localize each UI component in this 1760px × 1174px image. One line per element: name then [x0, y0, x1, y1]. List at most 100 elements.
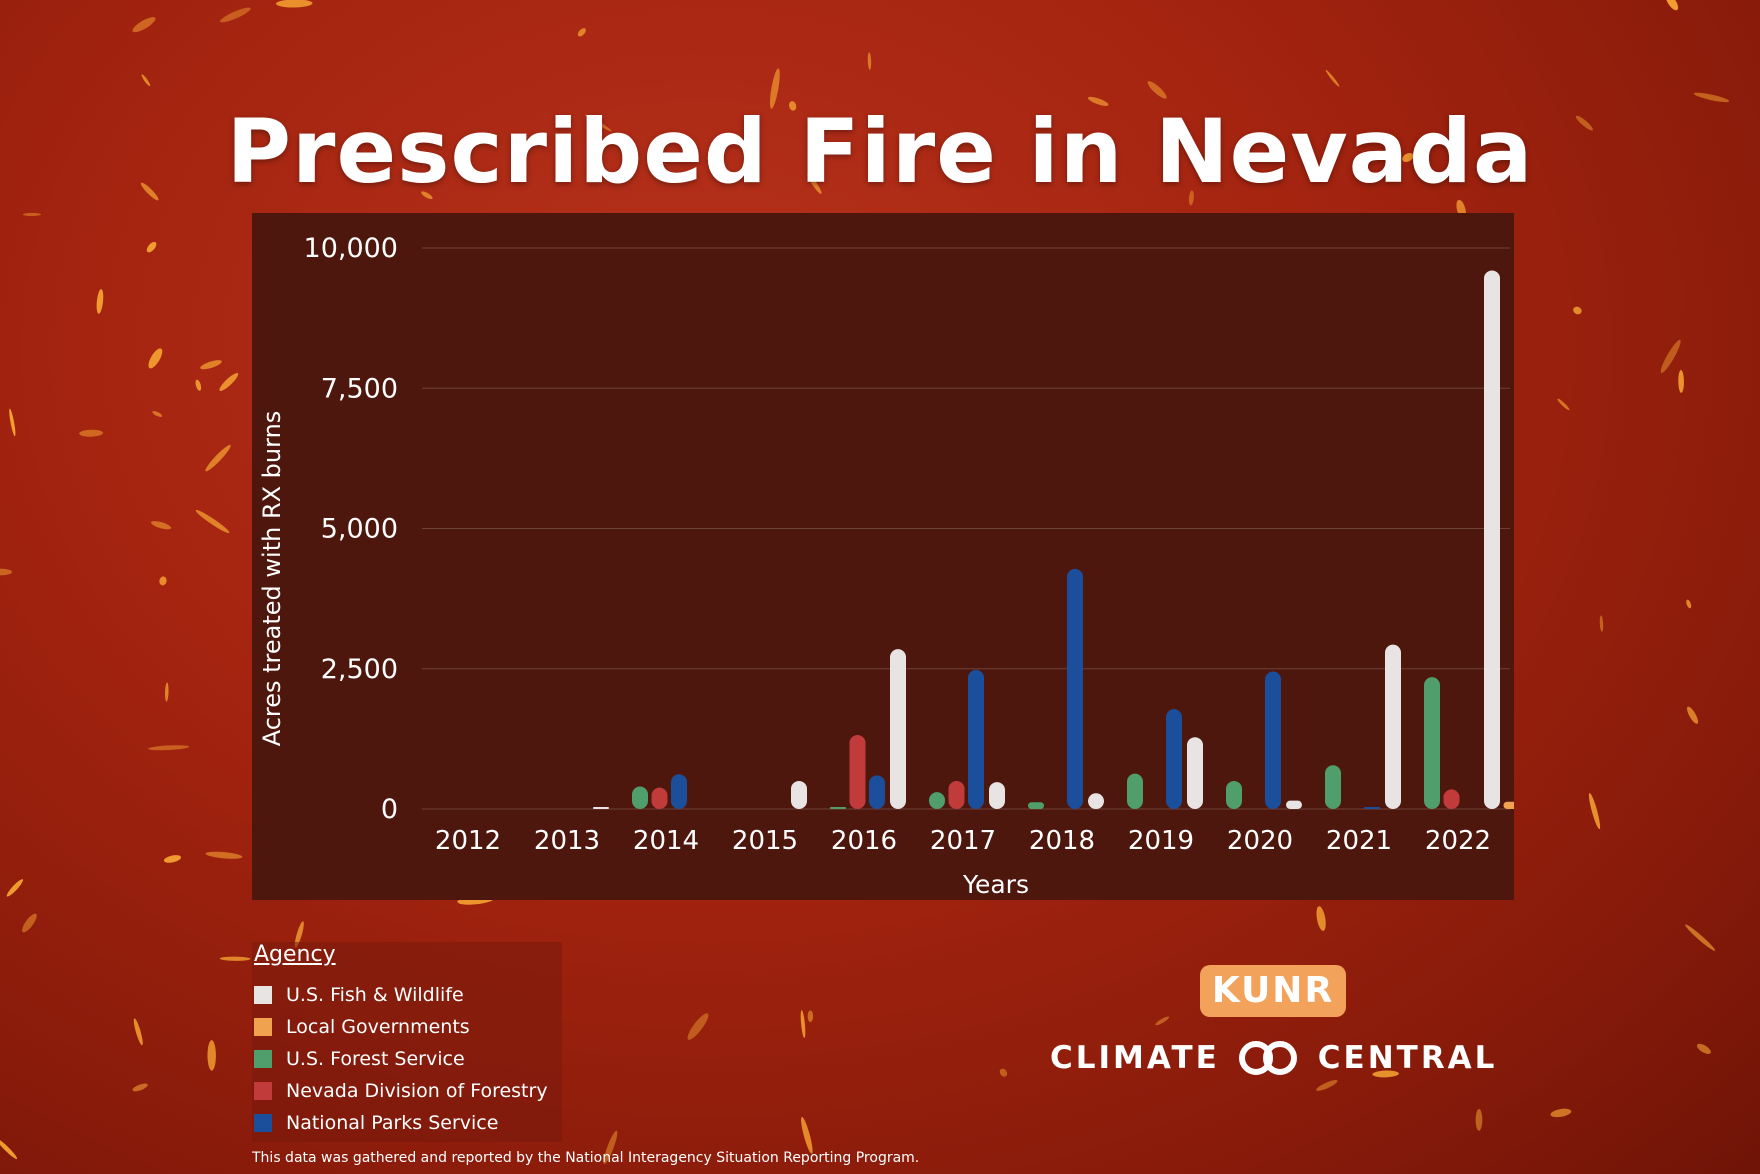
legend-label: National Parks Service — [286, 1112, 499, 1134]
ember — [801, 1116, 813, 1154]
bar — [849, 734, 866, 809]
bar — [1187, 737, 1203, 809]
ember — [219, 373, 239, 391]
legend-swatch — [254, 1114, 272, 1132]
legend-label: Local Governments — [286, 1016, 470, 1038]
y-axis-title: Acres treated with RX burns — [258, 411, 286, 747]
bar — [1364, 807, 1380, 809]
ember — [141, 74, 151, 87]
legend-item-local-governments: Local Governments — [254, 1014, 470, 1040]
y-tick-label: 7,500 — [321, 373, 398, 404]
bar — [1088, 793, 1104, 809]
ember — [1550, 1108, 1572, 1118]
bar — [989, 782, 1005, 809]
bar — [671, 774, 687, 809]
bar — [1385, 644, 1401, 809]
bar — [1028, 802, 1044, 809]
bar — [1067, 568, 1083, 809]
ember — [1678, 370, 1684, 393]
y-tick-label: 0 — [381, 794, 398, 825]
legend-swatch — [254, 1082, 272, 1100]
ember — [22, 212, 41, 217]
ember — [1575, 115, 1593, 131]
y-tick-label: 10,000 — [304, 233, 398, 264]
ember — [1660, 339, 1681, 373]
ember — [6, 879, 24, 897]
bar — [1286, 800, 1302, 809]
legend-item-fish-wildlife: U.S. Fish & Wildlife — [254, 982, 464, 1008]
legend-swatch — [254, 1018, 272, 1036]
ember — [132, 17, 156, 33]
ember — [219, 956, 251, 961]
bar — [830, 807, 846, 809]
ember — [1687, 706, 1699, 724]
climate-central-rings-icon — [1238, 1041, 1297, 1075]
x-tick-label: 2022 — [1425, 826, 1491, 856]
ember — [9, 408, 16, 437]
x-tick-label: 2014 — [633, 826, 699, 856]
bar — [890, 649, 906, 809]
bar — [1484, 270, 1500, 809]
legend-swatch — [254, 1050, 272, 1068]
ember — [148, 745, 190, 751]
bar — [1443, 789, 1460, 809]
bar — [651, 787, 668, 809]
bar — [632, 786, 648, 809]
bar — [593, 807, 609, 809]
legend-label: Nevada Division of Forestry — [286, 1080, 548, 1102]
data-source-footnote: This data was gathered and reported by t… — [252, 1150, 920, 1166]
ember — [146, 241, 157, 253]
ember — [0, 1138, 18, 1160]
legend-label: U.S. Forest Service — [286, 1048, 465, 1070]
bar — [1166, 709, 1182, 809]
ember — [867, 52, 872, 70]
ember — [1087, 96, 1109, 106]
ember — [1599, 615, 1604, 632]
bar — [1325, 765, 1341, 809]
x-tick-label: 2020 — [1227, 826, 1293, 856]
ember — [769, 68, 780, 109]
ember — [275, 0, 313, 8]
ember — [1402, 153, 1414, 162]
ember — [22, 913, 37, 933]
ember — [999, 1068, 1008, 1077]
ember — [1325, 69, 1340, 87]
legend-item-national-parks: National Parks Service — [254, 1110, 498, 1136]
x-tick-label: 2012 — [435, 826, 501, 856]
ember — [1686, 599, 1692, 609]
bar — [948, 780, 965, 809]
page-title: Prescribed Fire in Nevada — [226, 100, 1534, 203]
x-tick-label: 2013 — [534, 826, 600, 856]
bar — [1127, 773, 1143, 809]
ember — [603, 1130, 618, 1165]
ember — [207, 1040, 216, 1071]
ember — [1316, 1079, 1338, 1091]
ember — [0, 568, 13, 576]
bar — [1265, 671, 1281, 809]
ember — [577, 28, 586, 37]
ember — [195, 379, 202, 391]
bar — [1503, 801, 1514, 809]
ember — [205, 444, 231, 472]
legend-item-forest-service: U.S. Forest Service — [254, 1046, 465, 1072]
ember — [1693, 92, 1730, 103]
climate-central-text-right: CENTRAL — [1317, 1040, 1498, 1076]
bar — [968, 669, 984, 809]
x-tick-label: 2017 — [930, 826, 996, 856]
ember — [148, 348, 163, 369]
ember — [421, 191, 433, 200]
legend-swatch — [254, 986, 272, 1004]
ember — [1588, 792, 1601, 830]
ember — [79, 429, 103, 437]
ember — [1696, 1043, 1711, 1055]
x-tick-label: 2016 — [831, 826, 897, 856]
x-tick-label: 2015 — [732, 826, 798, 856]
ember — [1557, 398, 1570, 411]
legend-title: Agency — [254, 942, 336, 967]
x-tick-label: 2019 — [1128, 826, 1194, 856]
ember — [294, 921, 304, 948]
legend: Agency U.S. Fish & Wildlife Local Govern… — [252, 942, 562, 1142]
ember — [163, 855, 181, 863]
ember — [132, 1083, 148, 1092]
ember — [159, 576, 167, 586]
